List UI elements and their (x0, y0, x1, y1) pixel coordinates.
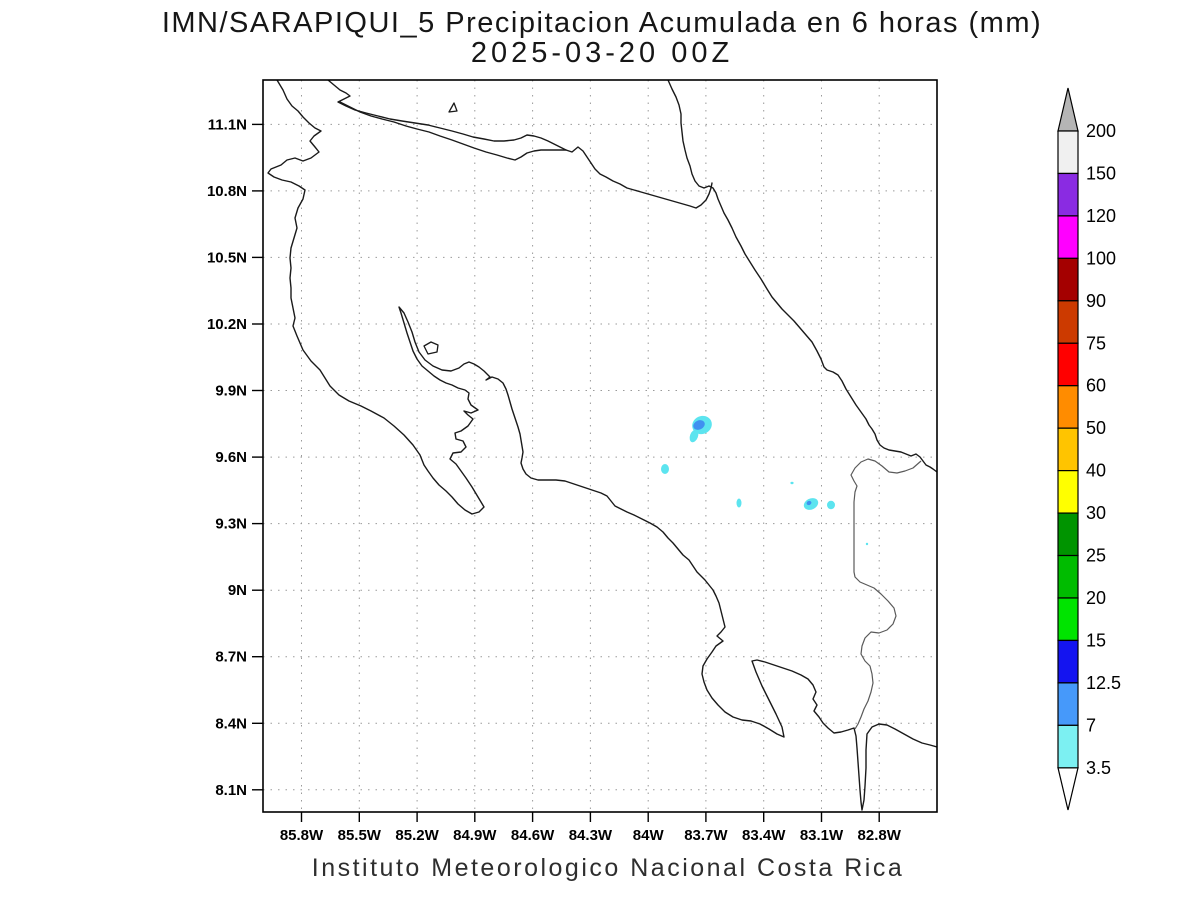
colorbar-box (1057, 385, 1079, 429)
coastlines (267, 80, 937, 811)
colorbar-box (1057, 342, 1079, 387)
colorbar-label: 25 (1086, 546, 1106, 566)
precip-cell (736, 498, 742, 508)
colorbar-label: 30 (1086, 503, 1106, 523)
colorbar-arrow-down (1057, 767, 1079, 811)
colorbar-label: 20 (1086, 588, 1106, 608)
precip-cell (806, 500, 812, 506)
lake-nicaragua-shore-and-san-juan-river (327, 80, 713, 209)
map-frame (262, 79, 938, 813)
colorbar-box (1057, 554, 1079, 599)
lat-tick-label: 9.3N (215, 516, 247, 533)
precip-cell (790, 481, 794, 485)
lat-tick-label: 8.1N (215, 782, 247, 799)
chira-island (423, 341, 439, 355)
lon-tick-label: 85.5W (338, 827, 382, 844)
lon-tick-label: 84.6W (511, 827, 555, 844)
lon-tick-label: 85.8W (280, 827, 324, 844)
lat-tick-label: 10.2N (207, 316, 247, 333)
lat-tick-label: 9.6N (215, 449, 247, 466)
colorbar-label: 3.5 (1086, 758, 1111, 778)
colorbar-arrow-up (1057, 87, 1079, 132)
colorbar-box (1057, 215, 1079, 259)
lon-tick-label: 83.1W (800, 827, 844, 844)
colorbar-box (1057, 470, 1079, 514)
lat-tick-label: 11.1N (208, 116, 247, 133)
lon-tick-label: 83.7W (684, 827, 728, 844)
colorbar-label: 40 (1086, 461, 1106, 481)
colorbar-box (1057, 724, 1079, 769)
colorbar-label: 60 (1086, 376, 1106, 396)
lon-tick-label: 84.3W (569, 827, 613, 844)
colorbar-label: 200 (1086, 121, 1116, 141)
panama-border (850, 458, 922, 730)
colorbar-label: 75 (1086, 333, 1106, 353)
pacific-coast (267, 80, 937, 811)
colorbar-box (1057, 172, 1079, 217)
lat-tick-label: 8.4N (215, 715, 247, 732)
colorbar-label: 12.5 (1086, 673, 1121, 693)
axis-ticks (252, 123, 880, 822)
colorbar-label: 50 (1086, 418, 1106, 438)
lon-tick-label: 85.2W (395, 827, 439, 844)
colorbar-box (1057, 639, 1079, 684)
caribbean-coast (667, 80, 937, 473)
colorbar-label: 7 (1086, 715, 1096, 735)
colorbar-box (1057, 300, 1079, 344)
lat-tick-label: 10.8N (207, 183, 247, 200)
colorbar-label: 15 (1086, 630, 1106, 650)
lat-tick-label: 8.7N (215, 649, 247, 666)
page-subtitle: 2025-03-20 00Z (471, 37, 733, 69)
precip-cell (689, 429, 699, 443)
lake-nicaragua-south-shore (339, 101, 567, 161)
colorbar-box (1057, 130, 1079, 175)
page-title: IMN/SARAPIQUI_5 Precipitacion Acumulada … (162, 7, 1042, 39)
lat-tick-label: 9N (228, 582, 247, 599)
colorbar-label: 90 (1086, 291, 1106, 311)
precipitation-cells (661, 415, 869, 546)
costa-rica-map (267, 80, 937, 811)
lat-tick-label: 10.5N (207, 249, 247, 266)
lat-tick-label: 9.9N (215, 383, 247, 400)
lon-tick-label: 82.8W (858, 827, 902, 844)
precip-cell (661, 464, 669, 474)
colorbar-box (1057, 682, 1079, 726)
lake-islet (448, 102, 458, 113)
footer-caption: Instituto Meteorologico Nacional Costa R… (312, 854, 904, 882)
colorbar-label: 120 (1086, 206, 1116, 226)
precip-cell (803, 498, 819, 510)
colorbar-box (1057, 427, 1079, 472)
colorbar-box (1057, 512, 1079, 557)
colorbar-box (1057, 597, 1079, 642)
precip-cell (865, 542, 869, 546)
precip-cell (693, 420, 705, 430)
colorbar-legend: 200 150 120 100 90 75 60 50 40 30 25 20 15 12.5 7 3.5 (1057, 87, 1121, 811)
grid-lines (263, 80, 937, 812)
lon-tick-label: 84.9W (453, 827, 497, 844)
colorbar-label: 150 (1086, 163, 1116, 183)
lon-tick-label: 83.4W (742, 827, 786, 844)
lon-tick-label: 84W (633, 827, 665, 844)
colorbar-label: 100 (1086, 248, 1116, 268)
precip-cell (827, 500, 835, 510)
colorbar-box (1057, 257, 1079, 302)
axis-tick-labels: 11.1N 10.8N 10.5N 10.2N 9.9N 9.6N 9.3N 9N 8.7N 8.… (207, 116, 902, 844)
